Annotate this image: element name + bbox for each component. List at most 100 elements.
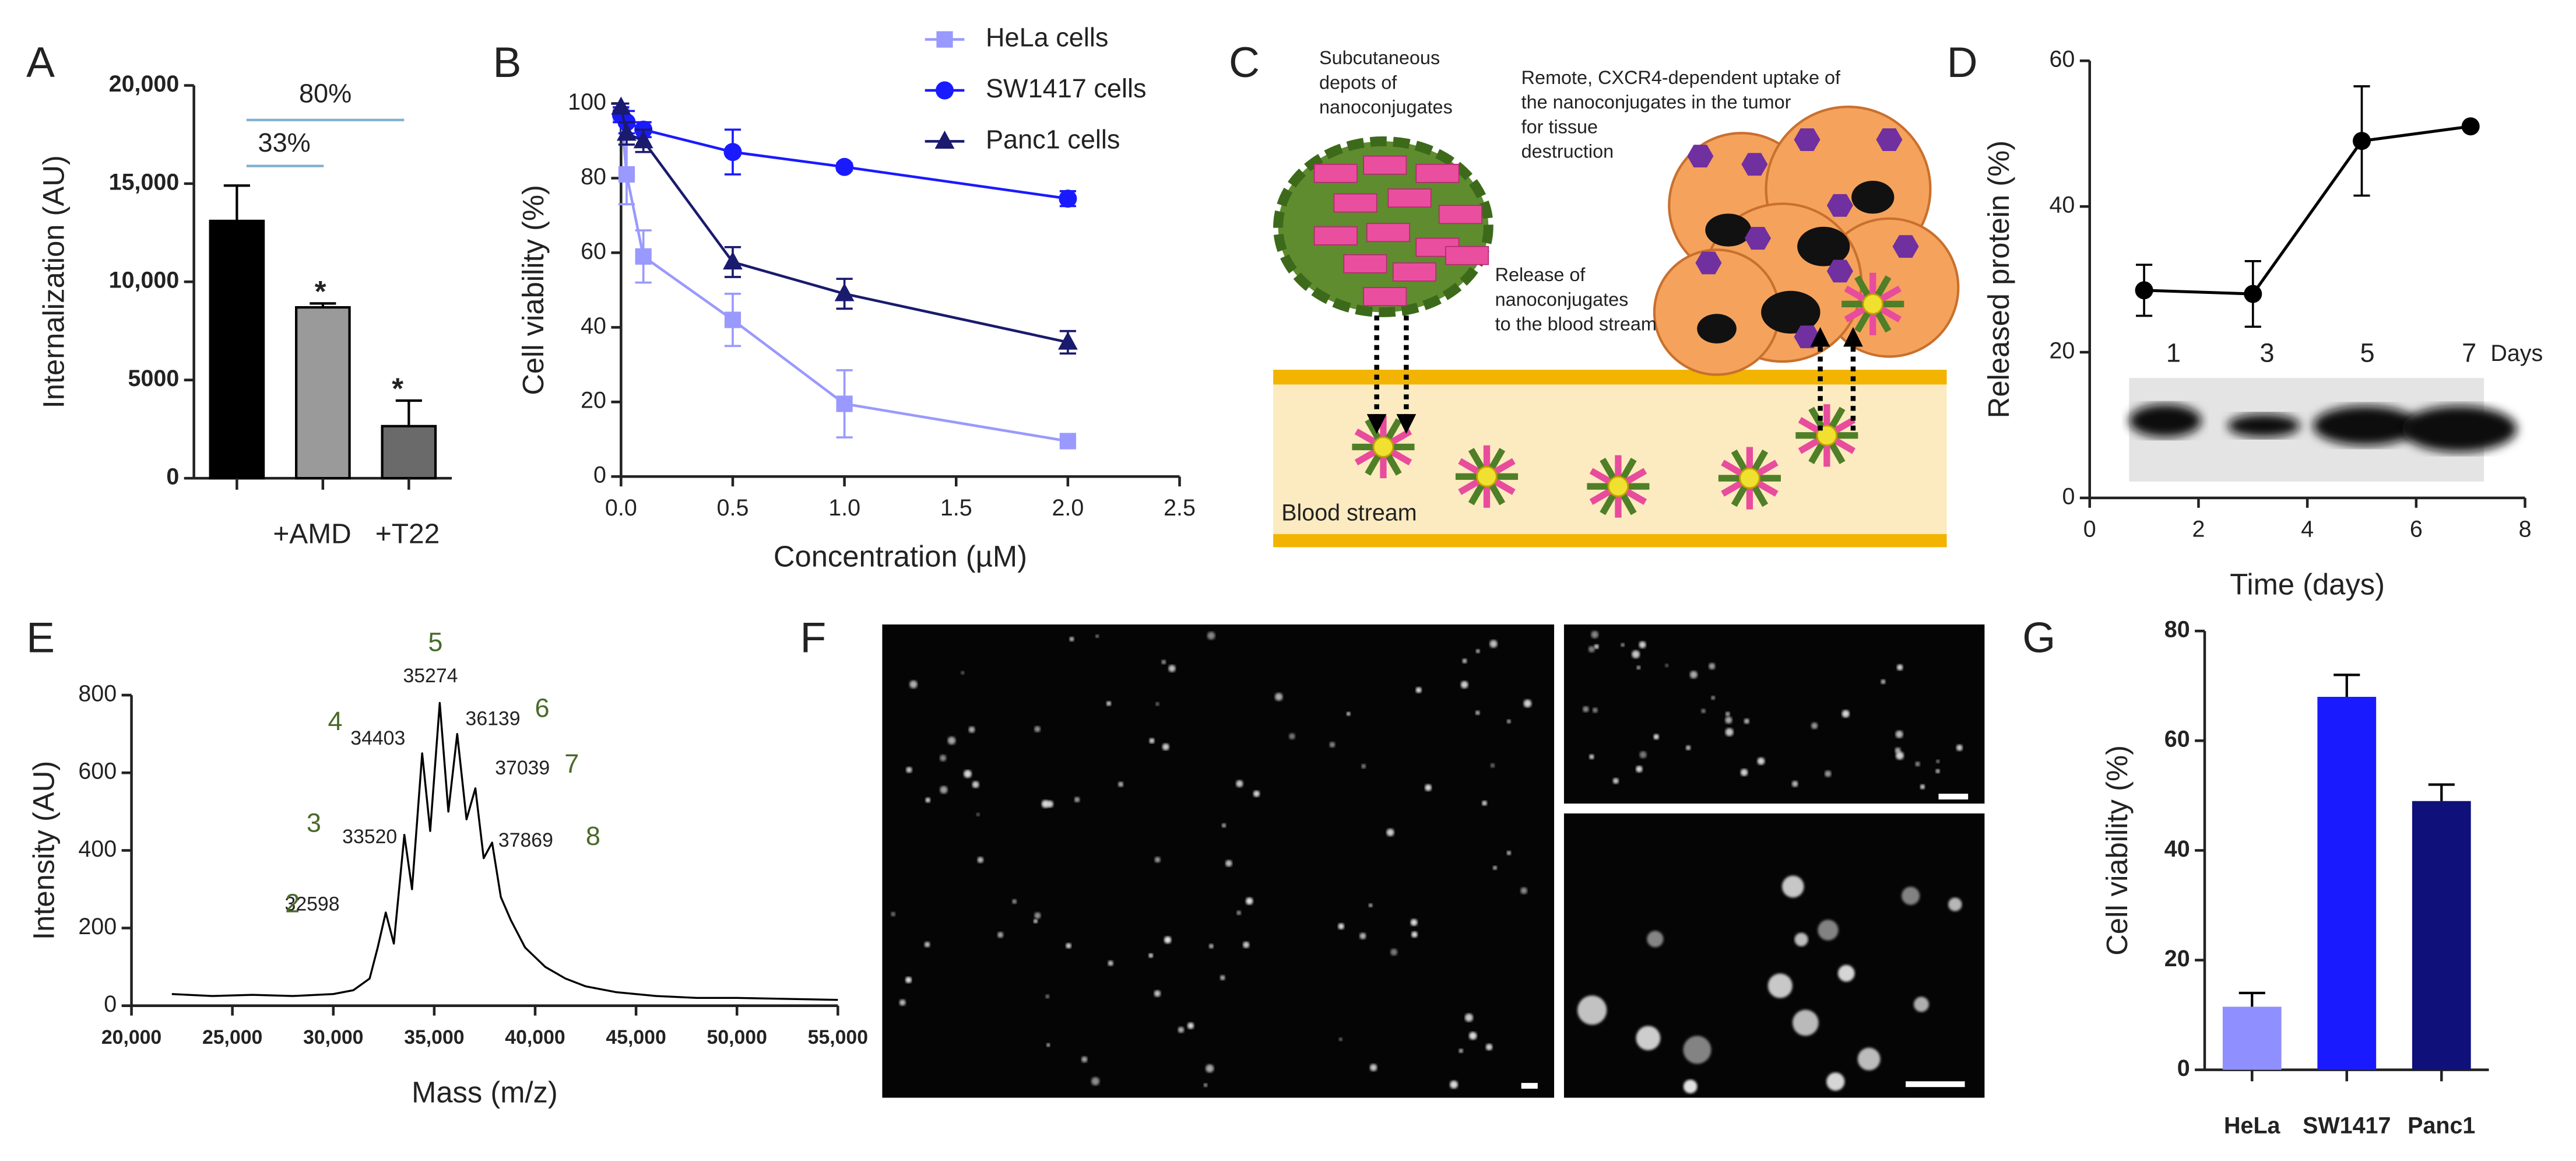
diagram-label: for tissue [1521,116,1598,137]
particle [1338,923,1344,929]
inset-label: 1 [2166,338,2181,368]
x-tick-label: Panc1 [2408,1113,2475,1139]
particle [1915,762,1920,767]
particle [1154,990,1161,997]
peak-mass: 36139 [466,707,521,729]
x-tick-label: 6 [2410,517,2423,542]
depot-particle [1363,287,1407,307]
particle [1757,757,1765,765]
particle [1902,886,1920,905]
particle [1206,1064,1214,1073]
gel-band [2129,404,2202,437]
gel-band [2402,406,2517,452]
y-axis-label: Cell viability (%) [516,185,550,395]
particle [1507,719,1511,724]
depot-particle [1445,245,1489,265]
particle [1583,706,1589,713]
receptor [1687,145,1714,168]
depot-particle [1313,226,1358,245]
bar [209,219,265,480]
bar [2412,801,2471,1070]
legend-label: HeLa cells [986,23,1108,52]
particle [1895,730,1903,738]
nano-core [1607,475,1629,497]
particle [1012,899,1017,904]
receptor [1741,153,1768,176]
particle [1338,1037,1343,1041]
scale-bar [1938,794,1969,800]
y-tick-label: 10,000 [109,268,180,293]
x-tick-label: 4 [2301,517,2314,542]
nucleus [1851,180,1895,214]
scale-bar [1906,1081,1965,1088]
error-bar [395,399,422,426]
particle [1046,1043,1050,1047]
particle [1636,665,1641,670]
particle [1034,726,1041,732]
particle [925,797,931,803]
particle [1346,711,1351,716]
depot-particle [1438,205,1482,225]
legend-marker [934,131,955,149]
legend-marker [936,81,954,100]
y-tick-label: 40 [581,313,606,339]
peak-number: 8 [586,821,600,851]
particle [1956,744,1963,751]
particle [1203,1083,1208,1087]
marker [834,283,855,301]
marker [611,96,631,115]
particle [1841,710,1850,718]
marker [633,130,653,149]
diagram-label: Remote, CXCR4-dependent uptake of [1521,67,1841,88]
particle [1709,662,1716,670]
particle [1361,764,1366,769]
x-tick-label: 25,000 [202,1026,262,1048]
particle [924,941,930,948]
particle [1647,931,1664,948]
particle [899,999,906,1006]
particle [1492,865,1498,870]
bar [2222,1006,2282,1070]
particle [1450,1081,1458,1089]
particle [1460,681,1468,689]
particle [1178,1026,1185,1033]
error-bar [2238,991,2265,1007]
y-tick-label: 15,000 [109,169,180,195]
receptor [1826,259,1853,283]
marker [2352,132,2371,150]
particle [1148,953,1154,958]
particle [1725,711,1730,717]
depot-particle [1393,262,1436,282]
x-tick-label: 30,000 [303,1026,363,1048]
particle [961,671,965,675]
particle [1793,1009,1819,1036]
depot-particle [1333,193,1377,213]
particle [1074,797,1080,802]
particle [1207,632,1215,640]
particle [1653,734,1659,740]
particle [1034,919,1038,924]
annotation: 80% [299,78,352,108]
x-tick-label: 55,000 [808,1026,868,1048]
peak-mass: 35274 [403,665,458,687]
x-tick-label: 20,000 [101,1026,161,1048]
error-bar [310,302,336,308]
y-tick-label: 600 [78,759,117,784]
peak-number: 5 [428,627,442,657]
x-tick-label: 50,000 [707,1026,767,1048]
gel-band [2313,406,2419,446]
y-tick-label: 20 [2164,946,2190,971]
nano-core [1372,436,1394,458]
particle [1069,637,1074,641]
chart-panel: A 0 5000 10,000 15,000 20,000 Internalization … [26,38,452,549]
y-tick-label: 0 [593,462,606,488]
scale-bar [1521,1083,1538,1089]
y-tick-label: 20 [581,388,606,413]
particle [1520,887,1527,895]
x-tick-label: 35,000 [404,1026,464,1048]
inset-unit: Days [2490,341,2543,366]
x-tick-label: 45,000 [606,1026,666,1048]
depot-particle [1415,163,1460,183]
x-tick-label: 40,000 [505,1026,565,1048]
particle [1490,763,1495,768]
